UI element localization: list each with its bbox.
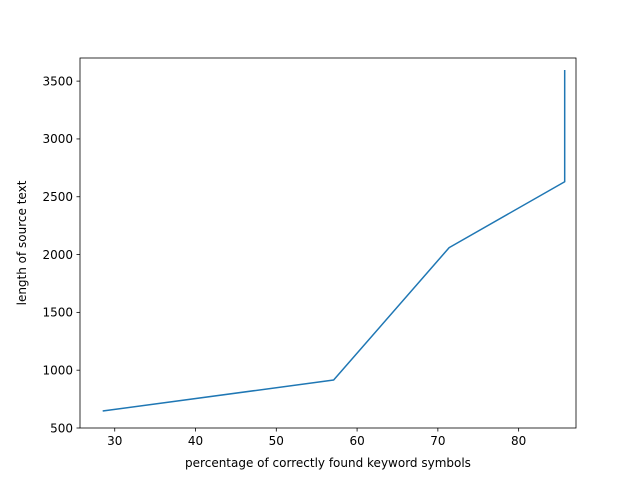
- x-axis-label: percentage of correctly found keyword sy…: [185, 456, 471, 470]
- x-tick-label: 60: [349, 434, 364, 448]
- x-axis-ticks: 30 40 50 60 70 80: [107, 428, 526, 448]
- x-tick-label: 40: [188, 434, 203, 448]
- y-tick-label: 1500: [42, 306, 73, 320]
- data-point-0-3: [564, 181, 566, 183]
- x-tick-label: 30: [107, 434, 122, 448]
- y-axis-ticks: 500 1000 1500 2000 2500 3000 3500: [42, 74, 80, 435]
- data-point-0-2: [448, 247, 450, 249]
- series-line-0: [102, 69, 566, 412]
- data-point-0-4: [564, 70, 566, 72]
- y-axis-label: length of source text: [15, 180, 29, 305]
- y-tick-label: 3500: [42, 74, 73, 88]
- y-tick-label: 500: [50, 421, 73, 435]
- y-tick-label: 2500: [42, 190, 73, 204]
- x-tick-label: 80: [511, 434, 526, 448]
- plot-area: [80, 58, 576, 428]
- data-point-0-1: [333, 379, 335, 381]
- y-tick-label: 1000: [42, 363, 73, 377]
- x-tick-label: 50: [269, 434, 284, 448]
- y-tick-label: 3000: [42, 132, 73, 146]
- data-point-0-0: [103, 410, 105, 412]
- x-tick-label: 70: [430, 434, 445, 448]
- series-layer: [102, 69, 566, 412]
- plot-frame: [79, 57, 577, 429]
- y-tick-label: 2000: [42, 248, 73, 262]
